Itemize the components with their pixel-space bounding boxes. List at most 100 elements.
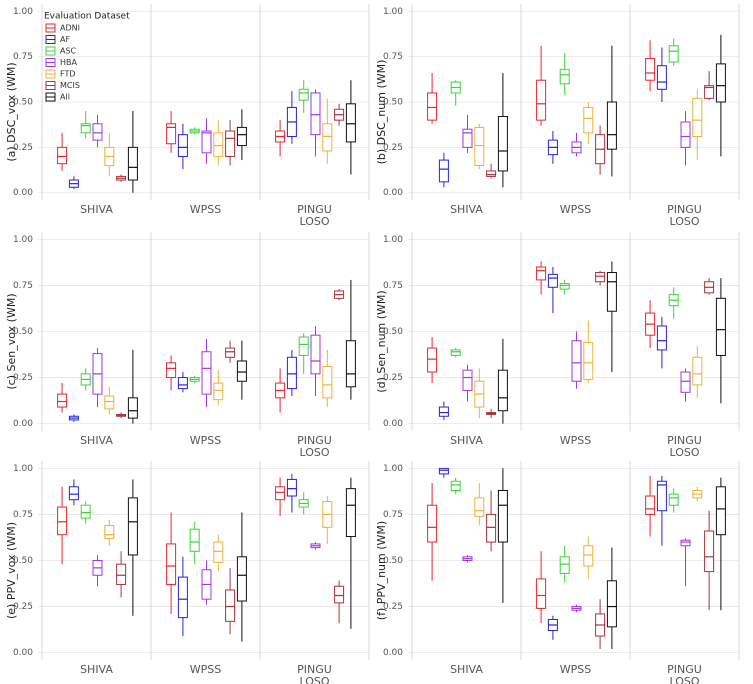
box xyxy=(275,486,286,501)
box xyxy=(559,68,570,85)
box xyxy=(692,97,703,137)
box xyxy=(704,530,715,573)
box xyxy=(225,130,236,157)
panel-label: (b) xyxy=(375,149,388,165)
y-tick-label: 1.00 xyxy=(13,235,33,245)
box xyxy=(177,377,188,390)
box xyxy=(213,382,224,401)
box xyxy=(438,406,449,417)
box xyxy=(213,132,224,157)
box xyxy=(286,478,297,497)
y-tick-label: 1.00 xyxy=(383,235,403,245)
legend-label: HBA xyxy=(60,58,78,67)
box xyxy=(213,541,224,563)
box xyxy=(606,272,617,312)
box xyxy=(474,497,485,517)
y-tick-label: 0.00 xyxy=(13,188,33,198)
box xyxy=(462,128,473,148)
box xyxy=(595,272,606,283)
box xyxy=(583,342,594,380)
box xyxy=(656,65,667,90)
box xyxy=(427,504,438,543)
y-axis-title: DSC_vox (WM) xyxy=(5,62,18,143)
box xyxy=(474,126,485,167)
box xyxy=(438,159,449,183)
x-tick-label: SHIVA xyxy=(80,663,113,676)
y-tick-label: 0.25 xyxy=(383,143,403,153)
box xyxy=(201,351,212,395)
box xyxy=(80,123,91,134)
box xyxy=(127,397,138,419)
panel-label: (f) xyxy=(375,608,388,620)
box xyxy=(236,360,247,382)
box xyxy=(668,493,679,506)
x-tick-label: SHIVA xyxy=(450,663,483,676)
y-axis-title: Sen_num (WM) xyxy=(375,290,388,373)
y-axis-title: PPV_vox (WM) xyxy=(5,522,18,600)
box xyxy=(668,45,679,63)
legend-label: ADNI xyxy=(60,24,80,33)
x-tick-label: PINGU LOSO xyxy=(667,434,702,459)
box xyxy=(583,545,594,567)
x-tick-label: SHIVA xyxy=(80,203,113,216)
box xyxy=(645,57,656,81)
box xyxy=(166,123,177,145)
y-tick-label: 1.00 xyxy=(13,7,33,17)
box xyxy=(680,371,691,393)
box xyxy=(127,497,138,556)
box xyxy=(583,106,594,134)
box xyxy=(322,123,333,152)
box xyxy=(715,63,726,103)
x-tick-label: SHIVA xyxy=(450,434,483,447)
x-tick-label: PINGU LOSO xyxy=(297,203,332,228)
legend-title: Evaluation Dataset xyxy=(44,12,130,22)
box xyxy=(438,467,449,475)
box xyxy=(536,266,547,281)
box xyxy=(486,170,497,177)
y-axis-label: (a) DSC_vox (WM) xyxy=(5,62,18,161)
box xyxy=(450,349,461,356)
box xyxy=(462,369,473,391)
box xyxy=(345,488,356,538)
box xyxy=(201,130,212,154)
box xyxy=(57,146,68,165)
box xyxy=(345,103,356,143)
box xyxy=(298,88,309,101)
box xyxy=(497,116,508,172)
x-tick-label: SHIVA xyxy=(450,203,483,216)
box xyxy=(450,480,461,491)
y-tick-label: 0.25 xyxy=(383,602,403,612)
y-tick-label: 0.00 xyxy=(13,419,33,429)
box xyxy=(536,578,547,609)
box xyxy=(68,486,79,501)
box xyxy=(286,356,297,390)
y-tick-label: 0.00 xyxy=(383,188,403,198)
legend-label: AF xyxy=(60,35,70,44)
y-axis-label: (b) DSC_num (WM) xyxy=(375,60,388,165)
y-axis-label: (e) PPV_vox (WM) xyxy=(5,522,18,619)
box xyxy=(497,369,508,412)
box xyxy=(225,347,236,358)
y-tick-label: 0.25 xyxy=(13,143,33,153)
y-tick-label: 0.50 xyxy=(383,556,403,566)
y-tick-label: 0.00 xyxy=(383,419,403,429)
y-tick-label: 0.75 xyxy=(383,281,403,291)
box xyxy=(486,513,497,543)
y-axis-label: (d) Sen_num (WM) xyxy=(375,290,388,392)
box xyxy=(80,504,91,519)
box xyxy=(57,393,68,408)
y-tick-label: 0.00 xyxy=(383,648,403,658)
y-axis-title: DSC_num (WM) xyxy=(375,60,388,146)
y-tick-label: 0.75 xyxy=(13,510,33,520)
y-axis-label: (f) PPV_num (WM) xyxy=(375,521,388,620)
x-tick-label: WPSS xyxy=(189,663,222,676)
box xyxy=(166,543,177,585)
y-tick-label: 0.25 xyxy=(13,602,33,612)
box xyxy=(345,340,356,388)
y-tick-label: 0.75 xyxy=(383,510,403,520)
box xyxy=(680,121,691,148)
y-tick-label: 0.50 xyxy=(383,98,403,108)
y-tick-label: 0.50 xyxy=(13,98,33,108)
box xyxy=(656,480,667,512)
